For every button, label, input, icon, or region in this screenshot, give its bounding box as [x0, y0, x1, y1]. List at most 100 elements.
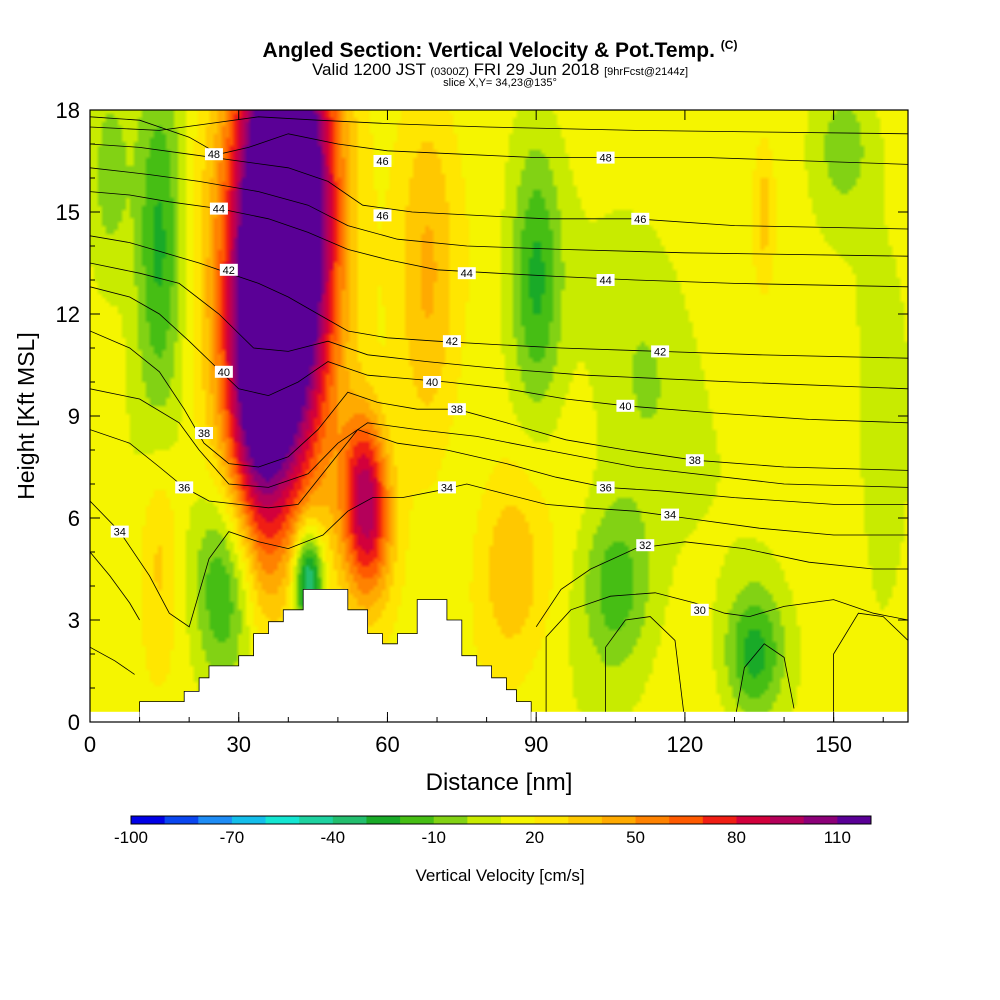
contour-label-40: 40 — [426, 377, 438, 389]
contour-label-30: 30 — [694, 605, 706, 617]
colorbar-frame — [130, 815, 872, 825]
theta-contour-line — [90, 646, 135, 675]
x-tick-label: 120 — [667, 732, 704, 757]
x-tick-label: 30 — [226, 732, 250, 757]
colorbar-tick-label: -70 — [220, 828, 245, 847]
colorbar-swatch — [803, 816, 838, 824]
isentrope-32 — [535, 541, 908, 628]
y-tick-label: 18 — [56, 98, 80, 123]
contour-label-box — [685, 454, 704, 467]
colorbar-label: Vertical Velocity [cm/s] — [415, 866, 584, 885]
colorbar-swatch — [366, 816, 401, 824]
isentrope-38 — [90, 330, 908, 471]
valid-time: Valid 1200 JST — [311, 60, 426, 79]
isentrope-40 — [90, 286, 908, 424]
contour-label-38: 38 — [689, 455, 701, 467]
colorbar-swatch — [534, 816, 569, 824]
colorbar-swatch — [198, 816, 233, 824]
colorbar-swatch — [601, 816, 637, 824]
colorbar-swatch — [299, 816, 334, 824]
contour-label-box — [447, 403, 466, 416]
contour-label-40: 40 — [218, 367, 230, 379]
contour-label-46: 46 — [376, 210, 388, 222]
colorbar-swatch — [131, 816, 166, 824]
theta-contour-line — [734, 643, 795, 722]
contour-label-42: 42 — [654, 346, 666, 358]
colorbar-tick-label: 50 — [626, 828, 645, 847]
colorbar-swatch — [568, 816, 603, 824]
terrain — [139, 589, 532, 723]
contour-label-box — [690, 603, 709, 616]
isentrope-34 — [90, 483, 908, 628]
colorbar-swatch — [669, 816, 704, 824]
colorbar: -100 -70 -40 -10 20 50 80 110 Vertical Velocity … — [114, 815, 872, 885]
theta-contour-line — [90, 262, 908, 390]
contour-label-box — [373, 209, 392, 222]
theta-contour-line — [833, 612, 908, 722]
valid-utc: (0300Z) — [430, 66, 469, 78]
contour-labels: 30 32 34 34 34 36 36 38 38 38 40 40 40 42 42 42 44 44 44 46… — [110, 148, 709, 617]
theta-contour-line — [90, 167, 908, 257]
y-tick-label: 6 — [68, 506, 80, 531]
colorbar-tick-label: 80 — [727, 828, 746, 847]
contour-label-34: 34 — [114, 527, 126, 539]
colorbar-swatch — [501, 816, 536, 824]
colorbar-tick-label: 110 — [824, 828, 851, 847]
y-tick-label: 15 — [56, 200, 80, 225]
colorbar-tick-label: -40 — [321, 828, 346, 847]
y-tick-label: 0 — [68, 710, 80, 735]
colorbar-swatch — [702, 816, 737, 824]
contour-label-box — [457, 267, 476, 280]
contour-label-box — [373, 155, 392, 167]
chart-title-mark: (C) — [720, 38, 738, 52]
theta-contour-line — [90, 388, 908, 488]
contour-label-box — [636, 539, 655, 552]
x-tick-label: 90 — [524, 732, 548, 757]
terrain-flat-right — [531, 711, 908, 722]
colorbar-tick-label: -10 — [421, 828, 446, 847]
isentrope-42 — [90, 235, 908, 359]
isentrope-30 — [545, 592, 908, 722]
y-axis-label: Height [Kft MSL] — [13, 332, 39, 499]
chart-valid-line: Valid 1200 JST (0300Z) FRI 29 Jun 2018 [… — [0, 60, 1000, 80]
chart-slice-line: slice X,Y= 34,23@135° — [443, 77, 557, 89]
contour-label-box — [651, 345, 670, 358]
colorbar-swatch — [231, 816, 267, 824]
colorbar-swatch — [635, 816, 670, 824]
contour-label-40: 40 — [619, 401, 631, 413]
contour-label-box — [631, 212, 650, 225]
contour-label-38: 38 — [451, 404, 463, 416]
y-tick-label: 3 — [68, 608, 80, 633]
forecast-tag: [9hrFcst@2144z] — [604, 66, 689, 78]
contour-label-box — [209, 202, 228, 215]
x-tick-label: 150 — [815, 732, 852, 757]
contour-label-42: 42 — [446, 336, 458, 348]
contour-label-box — [175, 481, 194, 494]
contour-label-44: 44 — [599, 275, 611, 287]
x-tick-label: 0 — [84, 732, 96, 757]
colorbar-tick-label: 20 — [525, 828, 544, 847]
contour-label-box — [596, 274, 615, 286]
contour-label-48: 48 — [208, 149, 220, 161]
y-tick-label: 12 — [56, 302, 80, 327]
x-axis-label: Distance [nm] — [426, 769, 573, 796]
valid-date: FRI 29 Jun 2018 — [473, 60, 600, 79]
colorbar-swatch — [400, 816, 435, 824]
velocity-field — [90, 110, 908, 722]
colorbar-swatch — [736, 816, 771, 824]
terrain-flat-left — [90, 711, 140, 722]
theta-contour-line — [605, 616, 686, 722]
contour-label-box — [596, 151, 615, 164]
contour-label-box — [596, 481, 615, 494]
theta-contour-line — [90, 551, 140, 621]
contour-label-46: 46 — [634, 214, 646, 226]
colorbar-swatch — [265, 816, 300, 824]
contour-label-36: 36 — [599, 482, 611, 494]
contour-label-48: 48 — [599, 153, 611, 165]
theta-contour-line — [90, 116, 908, 135]
contour-label-44: 44 — [461, 268, 473, 280]
colorbar-swatch — [332, 816, 367, 824]
colorbar-swatch — [837, 816, 872, 824]
